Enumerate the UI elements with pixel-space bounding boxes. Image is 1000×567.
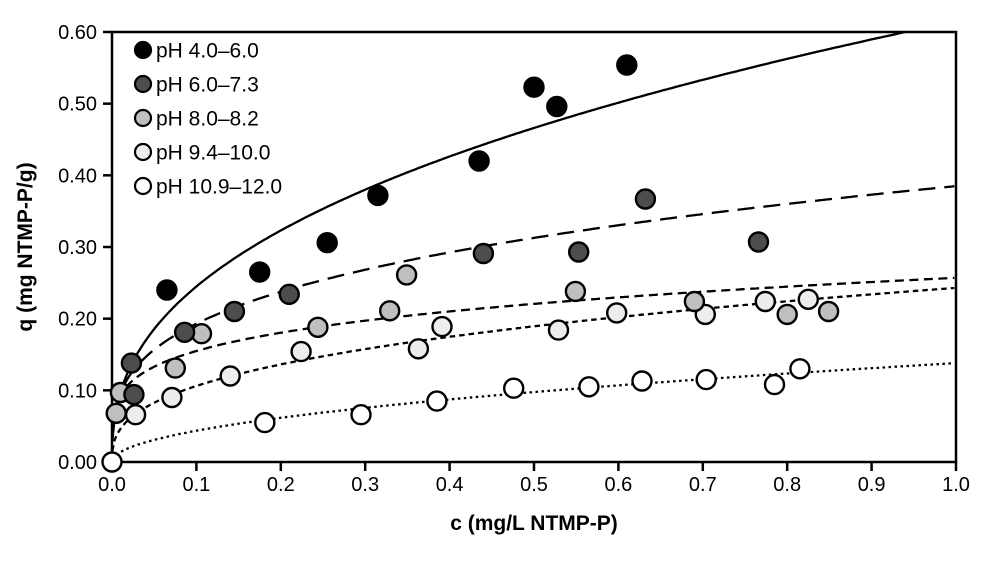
data-point bbox=[173, 321, 196, 343]
y-axis-tick-label: 0.40 bbox=[58, 165, 97, 187]
fit-curve bbox=[112, 185, 955, 434]
data-point bbox=[817, 300, 840, 323]
data-point bbox=[278, 283, 300, 305]
legend-marker bbox=[133, 176, 153, 196]
axis-ticks bbox=[103, 30, 958, 471]
data-point bbox=[101, 451, 123, 473]
fit-curve bbox=[112, 32, 911, 442]
data-point bbox=[156, 279, 178, 301]
y-axis-tick-label: 0.50 bbox=[58, 94, 97, 116]
legend-label: pH 9.4–10.0 bbox=[156, 142, 270, 165]
x-axis-tick-label: 0.4 bbox=[436, 474, 464, 496]
data-point bbox=[407, 338, 430, 360]
data-point bbox=[547, 319, 570, 341]
legend-label: pH 8.0–8.2 bbox=[156, 108, 259, 131]
data-point bbox=[395, 264, 418, 286]
x-axis-tick-label: 0.3 bbox=[351, 474, 379, 496]
legend-label: pH 10.9–12.0 bbox=[156, 176, 282, 199]
data-point bbox=[754, 290, 776, 313]
data-point bbox=[254, 411, 276, 434]
data-point bbox=[564, 280, 587, 303]
data-point bbox=[350, 404, 372, 426]
x-axis-tick-label: 0.9 bbox=[858, 474, 886, 496]
data-point bbox=[763, 373, 786, 396]
data-point bbox=[290, 340, 312, 363]
y-axis-tick-label: 0.00 bbox=[58, 452, 97, 474]
legend-label: pH 6.0–7.3 bbox=[156, 74, 259, 97]
data-point bbox=[631, 370, 653, 392]
y-axis-tick-label: 0.10 bbox=[58, 380, 97, 402]
data-point bbox=[797, 288, 819, 310]
x-axis-tick-label: 0.7 bbox=[689, 474, 717, 496]
x-axis-tick-label: 0.6 bbox=[604, 474, 632, 496]
axis-tick-labels: 0.0 0.1 0.2 0.3 0.4 0.5 0.6 0.7 0.8 0.9 1.0 0.00 0.1… bbox=[58, 22, 970, 496]
data-point bbox=[379, 300, 401, 322]
x-axis-tick-label: 1.0 bbox=[942, 474, 970, 496]
data-point bbox=[223, 300, 246, 323]
data-point bbox=[568, 241, 590, 263]
data-point bbox=[606, 302, 628, 324]
x-axis-tick-label: 0.5 bbox=[520, 474, 548, 496]
x-axis-tick-label: 0.8 bbox=[773, 474, 801, 496]
legend-label: pH 4.0–6.0 bbox=[156, 40, 259, 63]
fit-curve bbox=[112, 276, 955, 428]
data-point bbox=[789, 358, 811, 380]
legend-marker bbox=[133, 142, 153, 162]
data-point bbox=[426, 390, 448, 412]
x-axis-tick-label: 0.2 bbox=[267, 474, 295, 496]
data-point bbox=[219, 365, 241, 387]
data-point bbox=[468, 150, 490, 172]
x-axis-tick-label: 0.0 bbox=[98, 474, 126, 496]
data-point bbox=[523, 76, 545, 98]
data-point bbox=[546, 95, 568, 118]
y-axis-tick-label: 0.60 bbox=[58, 22, 97, 44]
data-point bbox=[120, 352, 143, 374]
data-point bbox=[695, 368, 717, 391]
legend-marker bbox=[133, 40, 153, 60]
data-point bbox=[307, 316, 329, 338]
x-axis-title: c (mg/L NTMP-P) bbox=[450, 512, 618, 535]
y-axis-tick-label: 0.20 bbox=[58, 309, 97, 331]
data-point bbox=[634, 188, 657, 210]
data-point bbox=[776, 303, 798, 326]
data-point bbox=[367, 184, 389, 207]
data-point bbox=[472, 242, 495, 265]
data-point bbox=[578, 376, 600, 398]
data-point bbox=[123, 383, 145, 406]
data-point bbox=[431, 315, 453, 338]
legend: pH 4.0–6.0 pH 6.0–7.3 pH 8.0–8.2 pH 9.4–10.… bbox=[133, 40, 282, 199]
y-axis-tick-label: 0.30 bbox=[58, 237, 97, 259]
x-axis-tick-label: 0.1 bbox=[182, 474, 210, 496]
legend-marker bbox=[133, 74, 153, 94]
data-point bbox=[683, 290, 706, 313]
data-point bbox=[316, 231, 338, 254]
data-point bbox=[124, 404, 147, 426]
data-point bbox=[164, 357, 187, 379]
data-point bbox=[161, 386, 183, 409]
legend-marker bbox=[133, 108, 153, 128]
data-point bbox=[249, 261, 271, 283]
data-point bbox=[503, 377, 525, 399]
y-axis-title: q (mg NTMP-P/g) bbox=[14, 162, 37, 331]
data-points bbox=[101, 54, 840, 473]
data-point bbox=[105, 402, 127, 424]
data-point bbox=[747, 231, 770, 253]
data-point bbox=[616, 54, 638, 76]
